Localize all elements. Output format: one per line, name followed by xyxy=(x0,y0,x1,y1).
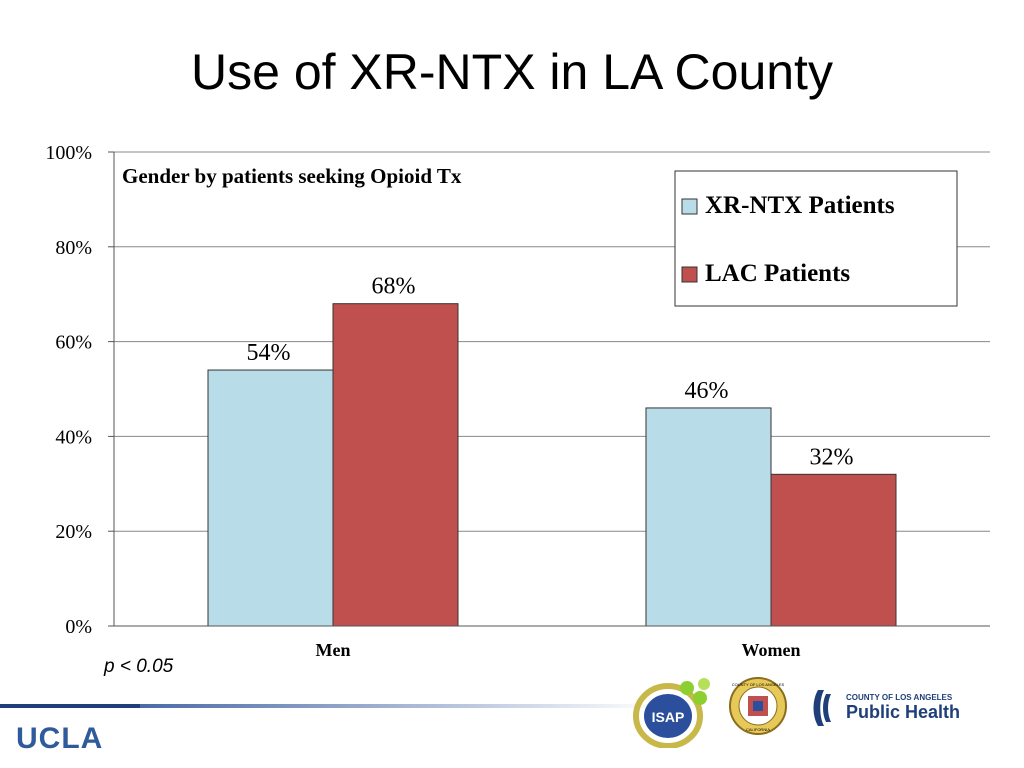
bar-men-lac xyxy=(332,303,459,627)
public-health-logo: COUNTY OF LOS ANGELES Public Health xyxy=(812,684,962,732)
slide-title: Use of XR-NTX in LA County xyxy=(191,44,833,100)
y-tick-label: 100% xyxy=(45,142,92,164)
svg-text:ISAP: ISAP xyxy=(652,709,685,725)
data-label: 54% xyxy=(247,340,291,366)
county-seal-logo: COUNTY OF LOS ANGELES CALIFORNIA xyxy=(728,676,788,736)
y-tick-label: 20% xyxy=(55,521,92,543)
data-label: 68% xyxy=(372,274,416,300)
y-tick-label: 80% xyxy=(55,237,92,259)
legend-swatch-lac xyxy=(681,266,698,283)
svg-text:CALIFORNIA: CALIFORNIA xyxy=(746,727,770,732)
legend-label: XR-NTX Patients xyxy=(705,192,895,219)
significance-note: p < 0.05 xyxy=(104,656,174,677)
y-tick-label: 0% xyxy=(65,616,92,638)
chart-title: Gender by patients seeking Opioid Tx xyxy=(122,164,462,188)
bar-women-lac xyxy=(770,473,897,627)
data-label: 32% xyxy=(810,444,854,470)
bar-chart: 54%68%46%32% 0%20%40%60%80%100%Men Women … xyxy=(45,142,990,660)
isap-logo: ISAP xyxy=(632,676,722,748)
x-category-label: Men xyxy=(316,640,351,660)
legend-label: LAC Patients xyxy=(705,260,850,287)
footer-divider xyxy=(0,700,1024,712)
x-category-label: Women xyxy=(741,640,800,660)
svg-text:COUNTY OF LOS ANGELES: COUNTY OF LOS ANGELES xyxy=(732,682,785,687)
bar-men-xr-ntx xyxy=(207,369,334,627)
bar-women-xr-ntx xyxy=(645,407,772,627)
y-tick-label: 40% xyxy=(55,426,92,448)
data-label: 46% xyxy=(685,378,729,404)
svg-text:COUNTY OF LOS ANGELES: COUNTY OF LOS ANGELES xyxy=(846,693,953,702)
ucla-logo: UCLA xyxy=(16,722,104,755)
svg-text:Public Health: Public Health xyxy=(846,702,960,722)
legend-box xyxy=(674,170,958,307)
y-tick-label: 60% xyxy=(55,332,92,354)
legend-swatch-xr-ntx xyxy=(681,198,698,215)
